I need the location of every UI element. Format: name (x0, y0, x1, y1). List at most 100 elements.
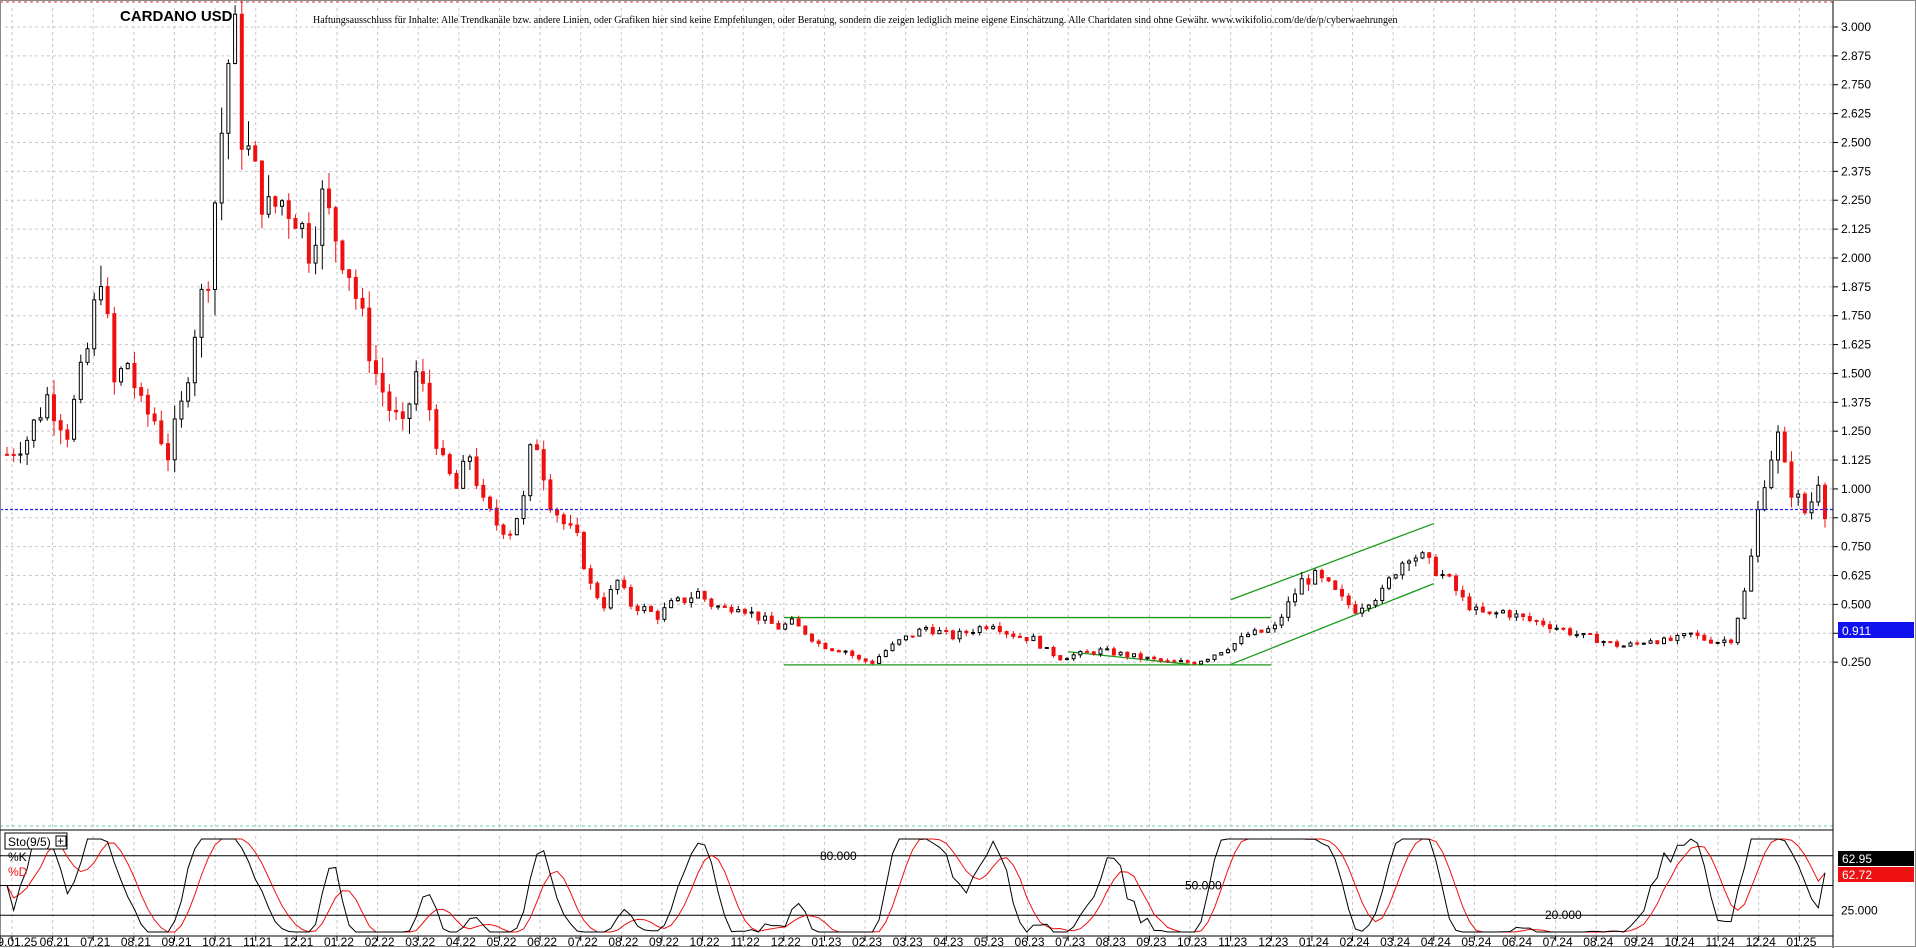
candle-body (1722, 639, 1727, 643)
x-tick-label: 10.22 (690, 935, 720, 948)
candle-body (1574, 634, 1579, 637)
candle-body (400, 411, 405, 419)
candle-body (1024, 637, 1029, 642)
candle-body (803, 625, 808, 635)
candle-body (387, 391, 392, 411)
plus-icon[interactable]: + (57, 834, 64, 848)
candle-body (984, 626, 989, 630)
candle-body (971, 631, 976, 634)
candle-body (736, 609, 741, 613)
y-tick-label: 1.750 (1841, 309, 1871, 323)
candle-body (1407, 560, 1412, 564)
candle-body (72, 398, 77, 440)
candle-body (266, 196, 271, 215)
candle-body (729, 606, 734, 613)
trend-lines (783, 522, 1435, 666)
candle-body (763, 615, 768, 621)
candle-body (1433, 556, 1438, 577)
candle-body (1212, 654, 1217, 660)
y-tick-label: 0.875 (1841, 511, 1871, 525)
trend-line (1230, 522, 1435, 601)
candle-body (98, 286, 103, 301)
x-tick-label: 10.21 (202, 935, 232, 948)
x-tick-label: 12.21 (283, 935, 313, 948)
stoch-level-label: 50.000 (1185, 879, 1222, 893)
candle-body (11, 454, 16, 457)
candle-body (1601, 641, 1606, 644)
candle-body (467, 456, 472, 462)
candle-body (615, 579, 620, 591)
y-tick-label: 1.250 (1841, 424, 1871, 438)
candle-body (1252, 629, 1257, 635)
candle-body (1460, 589, 1465, 598)
candle-body (447, 454, 452, 475)
x-tick-label: 03.24 (1380, 935, 1410, 948)
candle-body (441, 447, 446, 456)
candle-body (1688, 632, 1693, 635)
candle-body (776, 622, 781, 630)
candle-body (407, 403, 412, 419)
candle-body (1568, 628, 1573, 636)
y-tick-label: 1.000 (1841, 482, 1871, 496)
stoch-k-badge (1838, 851, 1914, 866)
candle-body (521, 495, 526, 520)
candle-body (675, 597, 680, 602)
candle-body (1447, 574, 1452, 577)
candle-body (51, 394, 56, 422)
candle-body (1547, 624, 1552, 630)
candle-body (186, 382, 191, 402)
candle-body (1527, 616, 1532, 622)
candle-body (1769, 459, 1774, 489)
candle-body (924, 627, 929, 630)
candle-body (1085, 650, 1090, 653)
candle-body (179, 400, 184, 420)
candle-body (910, 635, 915, 638)
candles (5, 0, 1827, 665)
candle-body (863, 658, 868, 662)
x-tick-label: 04.23 (933, 935, 963, 948)
candle-body (65, 429, 70, 440)
candle-body (1782, 431, 1787, 463)
x-tick-label: 07.22 (568, 935, 598, 948)
candle-body (1158, 658, 1163, 662)
candle-body (474, 456, 479, 486)
candle-body (1118, 651, 1123, 656)
x-tick-label: 05.24 (1461, 935, 1491, 948)
candle-body (588, 568, 593, 584)
x-tick-label: 02.23 (852, 935, 882, 948)
candle-body (454, 473, 459, 489)
candle-body (628, 587, 633, 607)
x-tick-label: 11.21 (243, 935, 272, 948)
candle-body (293, 217, 298, 229)
indicator-expand-icon[interactable] (55, 835, 67, 847)
x-tick-label: 04.24 (1421, 935, 1451, 948)
candle-body (1178, 660, 1183, 663)
candle-body (655, 610, 660, 620)
candle-body (1205, 658, 1210, 662)
candle-body (1735, 617, 1740, 644)
candle-body (1353, 604, 1358, 614)
candle-body (568, 523, 573, 526)
x-tick-label: 08.21 (121, 935, 151, 948)
candle-body (749, 611, 754, 614)
candle-body (206, 288, 211, 291)
candle-body (930, 627, 935, 635)
candle-body (300, 223, 305, 229)
x-tick-label: 09.23 (1136, 935, 1166, 948)
candle-body (816, 640, 821, 644)
candle-body (333, 207, 338, 242)
candle-body (239, 13, 244, 150)
candle-body (1628, 642, 1633, 647)
candle-body (1111, 648, 1116, 656)
y-tick-label: 2.500 (1841, 135, 1871, 149)
trend-line (1230, 583, 1435, 666)
candle-body (360, 297, 365, 309)
x-tick-label: 03.23 (893, 935, 923, 948)
stoch-level-label: 20.000 (1545, 908, 1582, 922)
x-tick-label: 11.24 (1706, 935, 1735, 948)
candle-body (689, 597, 694, 604)
candle-body (1125, 651, 1130, 658)
candle-body (1138, 653, 1143, 660)
candle-body (414, 371, 419, 405)
